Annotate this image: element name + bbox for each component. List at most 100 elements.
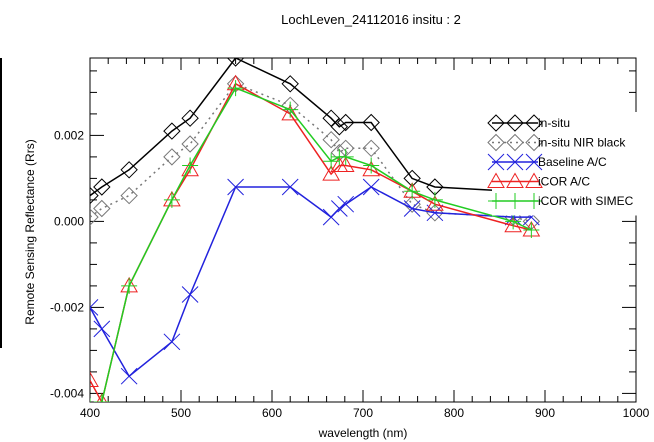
series-layer [90,58,541,402]
legend-marker [506,172,524,188]
data-point [426,191,443,208]
left-edge-bar [0,58,2,348]
x-tick-label: 1000 [623,406,650,420]
data-point [282,101,299,118]
data-point [181,109,199,127]
data-point [337,195,355,213]
plot-frame [89,57,637,403]
legend-marker [487,133,505,152]
data-point [96,392,107,402]
data-point [120,186,138,205]
y-tick-label: -0.002 [50,300,84,314]
data-point [403,200,421,217]
tick-labels: 400 500 600 700 800 900 1000 -0.004 -0.002 0.000 0… [50,128,650,420]
data-point [523,222,540,238]
data-point [504,216,523,233]
data-point [90,208,99,226]
legend-marker [525,172,543,188]
data-point [281,75,299,93]
x-tick-label: 900 [535,406,555,420]
legend-label: iCOR with SIMEC [538,194,634,208]
data-point [163,148,181,166]
legend-marker [526,193,542,209]
legend-marker [487,172,505,188]
legend-label: in-situ NIR black [538,136,626,150]
series-line [99,87,532,402]
legend-marker [506,114,524,132]
data-point [93,394,110,402]
data-point [362,113,380,132]
x-tick-label: 800 [444,406,464,420]
data-point [163,191,180,208]
chart-title: LochLeven_24112016 insitu : 2 [281,12,461,27]
data-point [226,58,245,67]
data-point [163,333,181,351]
legend-marker [487,114,505,132]
x-tick-label: 600 [262,406,282,420]
data-point [330,118,349,136]
legend-background [492,112,654,216]
x-tick-label: 400 [80,406,100,420]
legend-entry: in-situ NIR black [487,133,626,152]
data-point [337,113,355,132]
legend-entry: in-situ [487,114,570,132]
legend: in-situ in-situ NIR black Baseline A/C iCOR… [487,112,654,216]
data-point [336,156,355,172]
data-point [323,153,340,170]
legend-marker [525,114,543,132]
data-point [404,183,421,200]
data-point [337,148,354,165]
y-tick-label: 0.002 [54,128,84,142]
y-tick-label: -0.004 [50,386,84,400]
data-point [362,178,380,196]
series-4 [90,80,540,402]
data-point [227,80,244,97]
data-point [322,109,340,127]
x-axis-label: wavelength (nm) [318,426,408,440]
legend-marker [488,193,504,209]
data-point [120,161,138,179]
data-point [90,299,99,316]
data-point [281,104,300,121]
y-axis-label: Remote Sensing Reflectance (Rrs) [23,139,37,324]
legend-marker [525,133,543,152]
y-tick-label: 0.000 [54,214,84,228]
data-point [181,286,199,303]
legend-label: iCOR A/C [538,175,590,189]
legend-marker [506,133,524,152]
data-point [181,160,199,177]
data-point [403,195,421,213]
data-point [362,139,380,158]
legend-marker [507,193,523,209]
data-point [505,213,522,230]
x-tick-label: 700 [353,406,373,420]
series-line [90,58,532,197]
data-point [281,178,299,196]
data-point [93,178,111,196]
data-point [227,178,244,196]
data-point [93,199,111,218]
legend-entry: Baseline A/C [487,153,607,171]
legend-marker [525,153,543,171]
x-tick-label: 500 [171,406,191,420]
series-line [90,186,532,378]
data-point [322,130,340,149]
data-point [93,320,111,338]
legend-marker [487,153,505,171]
data-point [363,157,380,174]
series-2 [90,178,540,385]
legend-entry: iCOR A/C [487,172,590,189]
series-1 [90,75,541,231]
legend-label: Baseline A/C [538,155,607,169]
series-line [90,82,532,223]
data-point [90,371,99,387]
data-point [121,277,138,294]
legend-label: in-situ [538,116,570,130]
data-point [163,122,181,140]
data-point [182,157,199,174]
legend-marker [506,153,524,171]
axis-ticks [89,58,637,402]
legend-entry: iCOR with SIMEC [488,193,634,209]
data-point [120,367,138,385]
